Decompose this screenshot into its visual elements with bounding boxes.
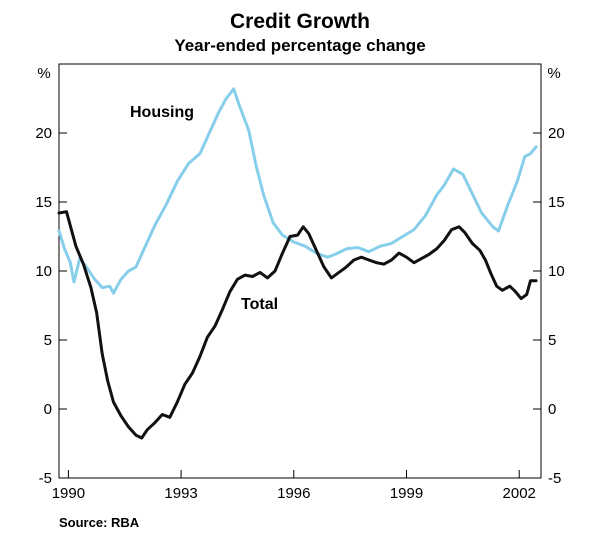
axis-ticks: -5 -5 0 0 5 5 10 10 15 15 20 20 1990 1993 1996 1999 2002 [35,125,564,502]
series-label-total: Total [241,296,278,313]
y-axis-left-unit: % [37,65,50,82]
y-tick-label-right: 10 [548,263,565,280]
chart-subtitle: Year-ended percentage change [174,36,425,55]
y-tick-label-left: 15 [35,194,52,211]
x-tick-label: 1993 [164,485,197,502]
y-axis-right-unit: % [547,65,560,82]
y-tick-label-right: 20 [548,125,565,142]
x-tick-label: 1999 [390,485,423,502]
y-tick-label-right: 5 [548,332,556,349]
y-tick-label-right: 0 [548,401,556,418]
series-line-housing [57,87,538,295]
y-tick-label-right: 15 [548,194,565,211]
series-line-total [57,210,538,440]
y-tick-label-right: -5 [548,470,561,487]
x-tick-label: 1996 [277,485,310,502]
chart-title: Credit Growth [230,10,370,33]
series-label-housing: Housing [130,104,194,121]
y-tick-label-left: 0 [44,401,52,418]
x-tick-label: 1990 [52,485,85,502]
y-tick-label-left: -5 [39,470,52,487]
y-tick-label-left: 10 [35,263,52,280]
y-tick-label-left: 5 [44,332,52,349]
x-tick-label: 2002 [503,485,536,502]
source-note: Source: RBA [59,515,140,530]
y-tick-label-left: 20 [35,125,52,142]
series-lines [57,87,538,440]
